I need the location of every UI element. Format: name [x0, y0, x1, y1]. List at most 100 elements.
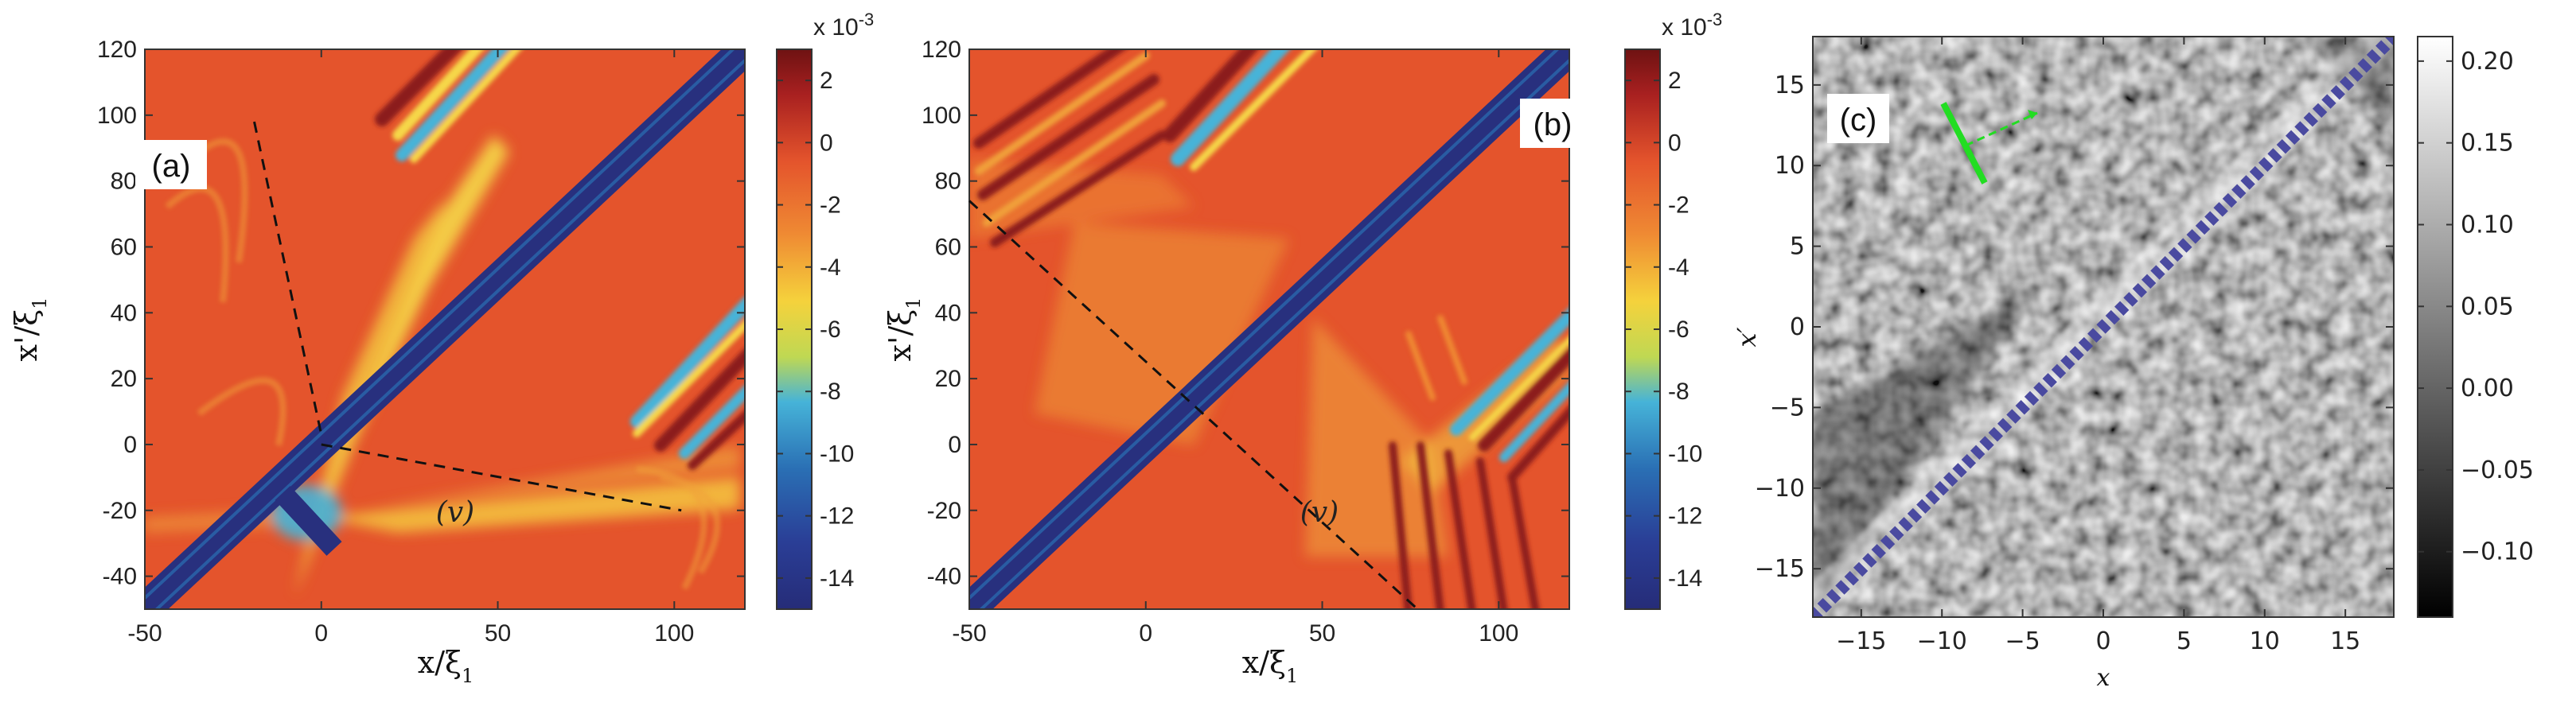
panel-a-dashed-lines	[253, 121, 682, 512]
y-tick-label: 60	[935, 234, 961, 260]
y-tick-label: 20	[935, 366, 961, 392]
x-tick-label: 10	[2250, 627, 2280, 655]
y-tick-label: 0	[1790, 313, 1805, 341]
panel-a-ylabel: x'/ξ1	[9, 297, 51, 362]
panel-b-axes: -50 0 50 100 -40 -20 0 20 40 60 80 100 120	[922, 37, 1569, 647]
colorbar-tick-label: -14	[820, 565, 854, 592]
panel-b-field	[969, 49, 1569, 609]
x-tick-label: -50	[127, 620, 162, 647]
y-tick-label: −15	[1755, 555, 1805, 583]
panel-c-colorbar	[2417, 36, 2453, 618]
colorbar-tick-label: -4	[820, 254, 841, 281]
panel-c-field	[1813, 37, 2394, 617]
colorbar-tick-label: 2	[1668, 68, 1682, 94]
panel-b-annotation: (v)	[1300, 496, 1339, 529]
colorbar-tick-label: 2	[820, 68, 833, 94]
colorbar-tick-label: -6	[820, 317, 841, 343]
colorbar-tick-label: -2	[1668, 192, 1689, 219]
panel-a-colorbar-ticks: 2 0 -2 -4 -6 -8 -10 -12 -14	[777, 68, 854, 592]
y-tick-label: 60	[111, 234, 137, 260]
panel-c-arrow-marker	[1940, 102, 2038, 184]
colorbar-tick-label: -8	[1668, 379, 1689, 405]
panel-b-label: (b)	[1534, 107, 1572, 142]
x-tick-label: 0	[314, 620, 328, 647]
y-tick-label: -40	[103, 564, 137, 590]
y-tick-label: 120	[97, 37, 137, 63]
x-tick-label: 15	[2330, 627, 2360, 655]
panel-c-label-box: (c)	[1827, 94, 1889, 143]
panel-a-diagonal	[145, 49, 745, 609]
panel-b-dashed-lines	[968, 200, 1419, 611]
y-tick-label: -20	[927, 498, 961, 524]
dashed-line	[253, 121, 323, 435]
colorbar-tick-label: 0.00	[2461, 375, 2514, 402]
colorbar-tick-label: 0	[1668, 130, 1682, 156]
x-tick-label: 50	[1309, 620, 1335, 647]
panel-c: (c) −15 −10 −5 0 5 10 15 −15 −10 −5 0 5 10 15 x x′ 0.…	[1732, 36, 2534, 692]
panel-b-xlabel: x/ξ1	[1242, 645, 1298, 687]
panel-a-colorbar-exponent: x 10-3	[813, 10, 874, 41]
panel-c-diagonal	[1813, 37, 2394, 617]
y-tick-label: 120	[922, 37, 961, 63]
y-tick-label: 40	[111, 300, 137, 326]
y-tick-label: 80	[935, 169, 961, 195]
panel-b-colorbar-ticks: 2 0 -2 -4 -6 -8 -10 -12 -14	[1625, 68, 1702, 592]
panel-c-ylabel: x′	[1732, 327, 1762, 348]
panel-b-label-box: (b)	[1520, 99, 1585, 148]
x-tick-label: 100	[654, 620, 694, 647]
panel-a-frame	[144, 49, 746, 610]
y-tick-label: 5	[1790, 233, 1805, 261]
x-tick-label: 50	[485, 620, 511, 647]
x-tick-label: −5	[2005, 627, 2040, 655]
colorbar-tick-label: −0.05	[2461, 456, 2534, 484]
y-tick-label: −5	[1770, 394, 1805, 421]
panel-c-label: (c)	[1840, 103, 1877, 138]
panel-b-ylabel: x'/ξ1	[883, 297, 925, 362]
colorbar-tick-label: -4	[1668, 254, 1689, 281]
panel-b-colorbar-exponent: x 10-3	[1662, 10, 1722, 41]
y-tick-label: 0	[123, 432, 137, 458]
colorbar-tick-label: 0.15	[2461, 130, 2514, 157]
colorbar-tick-label: 0.05	[2461, 293, 2514, 320]
panel-a-annotation: (v)	[436, 496, 474, 529]
y-tick-label: -20	[103, 498, 137, 524]
colorbar-tick-label: -12	[820, 503, 854, 530]
y-tick-label: 100	[97, 103, 137, 129]
colorbar-tick-label: 0.10	[2461, 211, 2514, 239]
panel-c-axes: −15 −10 −5 0 5 10 15 −15 −10 −5 0 5 10 15	[1755, 37, 2394, 655]
y-tick-label: 0	[948, 432, 961, 458]
colorbar-tick-label: -10	[820, 441, 854, 467]
colorbar-tick-label: -10	[1668, 441, 1702, 467]
y-tick-label: 20	[111, 366, 137, 392]
y-tick-label: 10	[1775, 152, 1805, 180]
colorbar-tick-label: 0	[820, 130, 833, 156]
colorbar-tick-label: -12	[1668, 503, 1702, 530]
colorbar-tick-label: -14	[1668, 565, 1702, 592]
dashed-line	[321, 443, 682, 512]
dashed-line	[968, 200, 1419, 611]
x-tick-label: 100	[1479, 620, 1518, 647]
panel-a-label-box: (a)	[135, 140, 207, 189]
x-tick-label: 5	[2177, 627, 2192, 655]
y-tick-label: 40	[935, 300, 961, 326]
y-tick-label: 15	[1775, 72, 1805, 99]
colorbar-tick-label: -2	[820, 192, 841, 219]
panel-a-label: (a)	[152, 149, 191, 184]
panel-b-diagonal	[969, 49, 1569, 609]
panel-b-frame	[968, 49, 1570, 610]
panel-c-colorbar-ticks: 0.20 0.15 0.10 0.05 0.00 −0.05 −0.10	[2418, 48, 2534, 566]
x-tick-label: -50	[952, 620, 986, 647]
y-tick-label: 100	[922, 103, 961, 129]
colorbar-tick-label: -8	[820, 379, 841, 405]
y-tick-label: -40	[927, 564, 961, 590]
x-tick-label: 0	[1139, 620, 1152, 647]
x-tick-label: −15	[1836, 627, 1886, 655]
panel-a-axes: -50 0 50 100 -40 -20 0 20 40 60 80 100 120	[97, 37, 745, 647]
panel-c-xlabel: x	[2097, 664, 2110, 692]
colorbar-tick-label: −0.10	[2461, 538, 2534, 566]
x-tick-label: 0	[2095, 627, 2110, 655]
colorbar-tick-label: -6	[1668, 317, 1689, 343]
